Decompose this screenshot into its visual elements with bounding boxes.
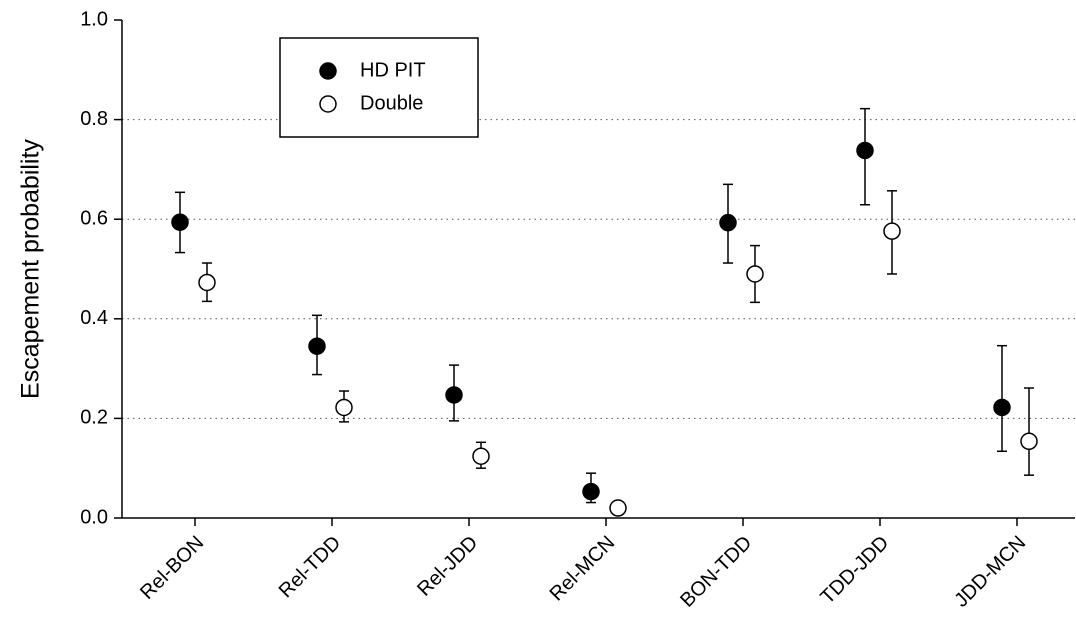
x-tick-label: TDD-JDD [816, 532, 893, 609]
x-tick-label: BON-TDD [676, 532, 756, 612]
point [856, 141, 874, 160]
legend-box [279, 37, 479, 138]
y-tick-label: 0.2 [80, 407, 108, 429]
legend-marker [319, 62, 337, 80]
legend-label: HD PIT [360, 59, 426, 81]
point [582, 482, 600, 501]
x-tick-label: Rel-TDD [275, 532, 346, 603]
y-tick-label: 1.0 [80, 8, 108, 30]
legend-marker [319, 95, 337, 113]
y-axis-label: Escapement probability [17, 139, 45, 399]
y-tick-label: 0.0 [80, 506, 108, 528]
x-tick-label: Rel-BON [136, 532, 208, 604]
point [198, 273, 216, 292]
point [308, 337, 326, 355]
x-tick-label: Rel-MCN [546, 532, 620, 606]
point [335, 398, 353, 417]
legend-label: Double [360, 92, 423, 114]
point [746, 265, 764, 283]
point [1020, 432, 1038, 451]
x-tick-label: JDD-MCN [950, 532, 1030, 612]
point [883, 222, 901, 240]
x-tick-label: Rel-JDD [413, 532, 482, 601]
point [472, 447, 490, 465]
point [609, 499, 627, 517]
y-tick-label: 0.4 [80, 307, 108, 329]
point [445, 386, 463, 404]
y-tick-label: 0.8 [80, 108, 108, 130]
point [993, 398, 1011, 417]
point [171, 213, 189, 231]
y-tick-label: 0.6 [80, 207, 108, 229]
point [719, 213, 737, 232]
